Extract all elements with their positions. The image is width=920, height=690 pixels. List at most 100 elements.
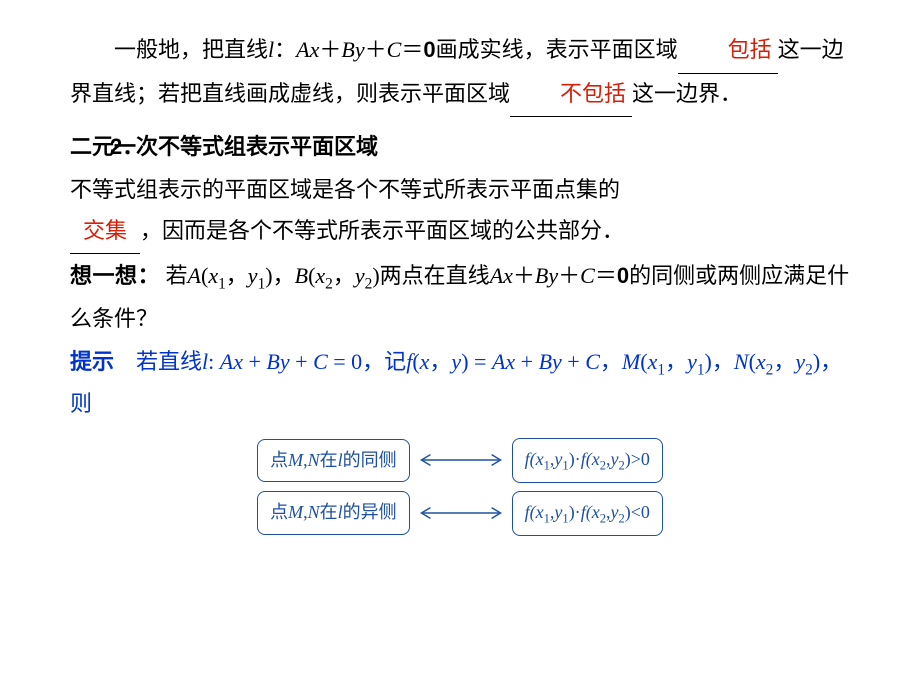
y: y xyxy=(451,349,461,374)
blank-1-answer: 包括 xyxy=(728,37,772,62)
rp: ) xyxy=(265,263,272,288)
x: x xyxy=(756,349,766,374)
N: N xyxy=(734,349,749,374)
eq-A: A xyxy=(296,37,309,62)
x: x xyxy=(648,349,658,374)
blank-3-answer: 交集 xyxy=(83,218,127,243)
diagram-right-box: f(x1,y1)·f(x2,y2)>0 xyxy=(512,438,663,483)
x: x xyxy=(315,263,325,288)
eq-plus: ＋ xyxy=(319,37,341,62)
section-2: 2． 二元一次不等式组表示平面区域 xyxy=(70,127,850,168)
text: 若 xyxy=(166,263,188,288)
eq-0: 0 xyxy=(423,37,435,62)
comma: ， xyxy=(665,349,687,374)
sub: 1 xyxy=(697,361,705,378)
blank-3: 交集 xyxy=(70,211,140,255)
eq-C: C xyxy=(580,263,595,288)
y: y xyxy=(248,263,258,288)
plus: + xyxy=(562,349,585,374)
eq-A: A xyxy=(490,263,503,288)
x: x xyxy=(505,349,515,374)
section-heading: 二元一次不等式组表示平面区域 xyxy=(70,127,850,168)
text: 若直线 xyxy=(136,349,202,374)
lp: ( xyxy=(412,349,419,374)
B: B xyxy=(539,349,552,374)
eq-eq: ＝ xyxy=(401,37,423,62)
text: ，记 xyxy=(362,349,406,374)
C: C xyxy=(585,349,600,374)
y: y xyxy=(355,263,365,288)
text: 两点在直线 xyxy=(380,263,490,288)
text: 一般地，把直线 xyxy=(114,37,268,62)
plus: ＋ xyxy=(558,263,580,288)
plus: ＋ xyxy=(513,263,535,288)
y: y xyxy=(687,349,697,374)
rp: ) xyxy=(372,263,379,288)
eq-y: y xyxy=(548,263,558,288)
eq: = xyxy=(469,349,492,374)
y: y xyxy=(795,349,805,374)
text: 画成实线，表示平面区域 xyxy=(436,37,678,62)
sub: 2 xyxy=(805,361,813,378)
eq: ＝ xyxy=(595,263,617,288)
hint-block: 提示 若直线l: Ax + By + C = 0，记f(x，y) = Ax + … xyxy=(70,342,850,424)
eq-B: B xyxy=(341,37,354,62)
comma: ， xyxy=(429,349,451,374)
diagram-left-box: 点M,N在l的异侧 xyxy=(257,491,410,534)
double-arrow-icon xyxy=(416,504,506,522)
comma: ， xyxy=(273,263,295,288)
hint-label: 提示 xyxy=(70,349,136,374)
plus: + xyxy=(515,349,538,374)
diagram-right-box: f(x1,y1)·f(x2,y2)<0 xyxy=(512,491,663,536)
y: y xyxy=(280,349,290,374)
text: ， xyxy=(600,349,622,374)
sub: 1 xyxy=(657,361,665,378)
text: ： xyxy=(274,37,296,62)
blank-1: 包括 xyxy=(678,30,778,74)
M: M xyxy=(622,349,640,374)
eq-x: x xyxy=(310,37,320,62)
C: C xyxy=(313,349,328,374)
B: B xyxy=(266,349,279,374)
eq-plus: ＋ xyxy=(365,37,387,62)
think-label: 想一想： xyxy=(70,263,160,288)
double-arrow-icon xyxy=(416,451,506,469)
diagram-left-box: 点M,N在l的同侧 xyxy=(257,439,410,482)
zero: 0 xyxy=(617,263,629,288)
sub: 1 xyxy=(218,276,226,293)
A: A xyxy=(492,349,505,374)
section-number: 2． xyxy=(110,127,144,168)
rp: ) xyxy=(461,349,468,374)
eq-C: C xyxy=(387,37,402,62)
comma: ， xyxy=(226,263,248,288)
pt-B: B xyxy=(295,263,308,288)
diagram-row: 点M,N在l的异侧 f(x1,y1)·f(x2,y2)<0 xyxy=(257,491,663,536)
eq-x: x xyxy=(503,263,513,288)
diagram-row: 点M,N在l的同侧 f(x1,y1)·f(x2,y2)>0 xyxy=(257,438,663,483)
x: x xyxy=(208,263,218,288)
text: 不等式组表示的平面区域是各个不等式所表示平面点集的 xyxy=(70,177,620,202)
lp: ( xyxy=(640,349,647,374)
blank-2: 不包括 xyxy=(510,74,632,118)
lp: ( xyxy=(749,349,756,374)
comma: ， xyxy=(773,349,795,374)
text: ， xyxy=(712,349,734,374)
A: A xyxy=(220,349,233,374)
sub: 2 xyxy=(325,276,333,293)
paragraph-think: 想一想： 若A(x1，y1)，B(x2，y2)两点在直线Ax＋By＋C＝0的同侧… xyxy=(70,256,850,340)
paragraph-3: 不等式组表示的平面区域是各个不等式所表示平面点集的 交集 ，因而是各个不等式所表示… xyxy=(70,170,850,254)
x: x xyxy=(420,349,430,374)
text: 这一边界． xyxy=(632,81,742,106)
rp: ) xyxy=(705,349,712,374)
eq0: = 0 xyxy=(328,349,362,374)
text: ，因而是各个不等式所表示平面区域的公共部分． xyxy=(140,218,624,243)
comma: ， xyxy=(333,263,355,288)
y: y xyxy=(552,349,562,374)
plus: + xyxy=(243,349,266,374)
equivalence-diagram: 点M,N在l的同侧 f(x1,y1)·f(x2,y2)>0 点M,N在l的异侧 f(x… xyxy=(70,438,850,536)
eq-B: B xyxy=(535,263,548,288)
blank-2-answer: 不包括 xyxy=(560,81,626,106)
eq-y: y xyxy=(355,37,365,62)
pt-A: A xyxy=(188,263,201,288)
paragraph-1: 一般地，把直线l：Ax＋By＋C＝0画成实线，表示平面区域包括这一边界直线；若把… xyxy=(70,30,850,117)
